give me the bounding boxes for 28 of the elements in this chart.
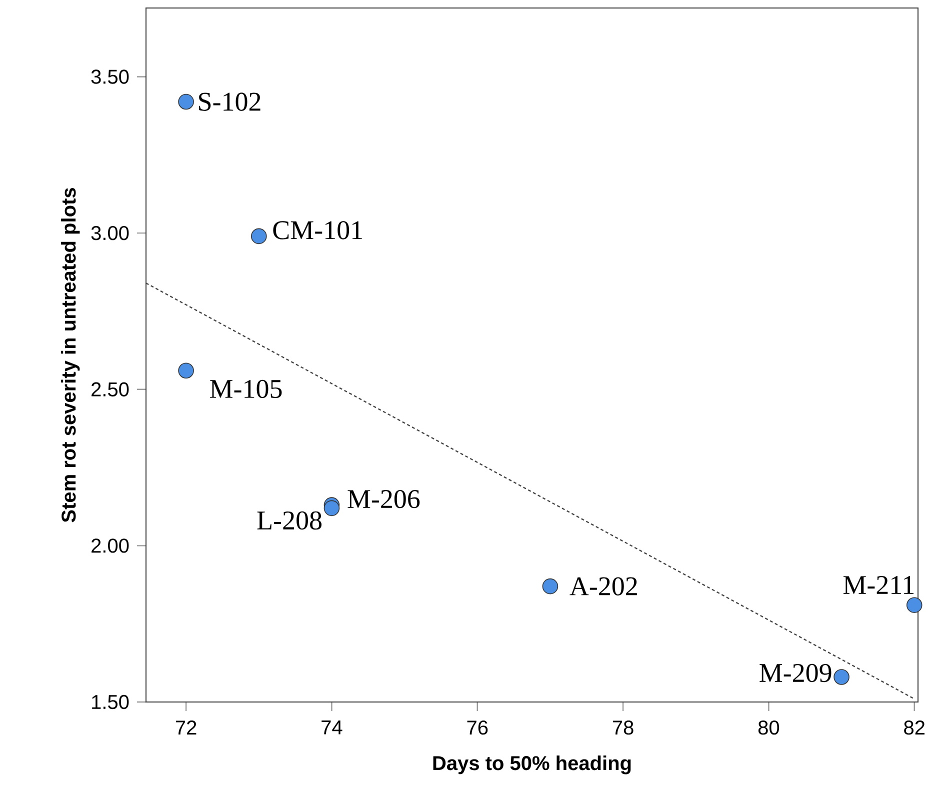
- x-tick-label: 74: [322, 720, 342, 734]
- x-tick-label: 82: [904, 720, 924, 735]
- x-tick-label: 72: [176, 720, 196, 734]
- y-tick-label: 2.00: [92, 538, 129, 553]
- annotation: L-208: [257, 511, 322, 530]
- annotation: M-209: [760, 664, 832, 682]
- point: [324, 500, 340, 516]
- y-tick-label: 1.50: [92, 694, 129, 710]
- annotation: A-202: [570, 577, 637, 596]
- y-tick-label: 2.50: [92, 382, 129, 396]
- annotation: CM-101: [273, 221, 362, 240]
- point: [542, 578, 558, 594]
- annotation: M-105: [210, 380, 282, 398]
- annotation: M-211: [843, 576, 914, 594]
- point: [178, 94, 194, 110]
- y-axis-title: Stem rot severity in untreated plots: [61, 188, 80, 522]
- x-tick-label: 78: [612, 720, 634, 735]
- point: [178, 362, 194, 379]
- annotation: S-102: [199, 92, 260, 111]
- point: [906, 597, 922, 613]
- x-tick-label: 80: [758, 720, 780, 735]
- x-tick-label: 76: [467, 720, 488, 735]
- annotation: M-206: [348, 490, 420, 508]
- y-tick-label: 3.00: [91, 226, 129, 240]
- point: [834, 669, 850, 685]
- x-axis-title: Days to 50% heading: [433, 756, 631, 774]
- y-tick-label: 3.50: [91, 70, 129, 84]
- point: [250, 228, 267, 244]
